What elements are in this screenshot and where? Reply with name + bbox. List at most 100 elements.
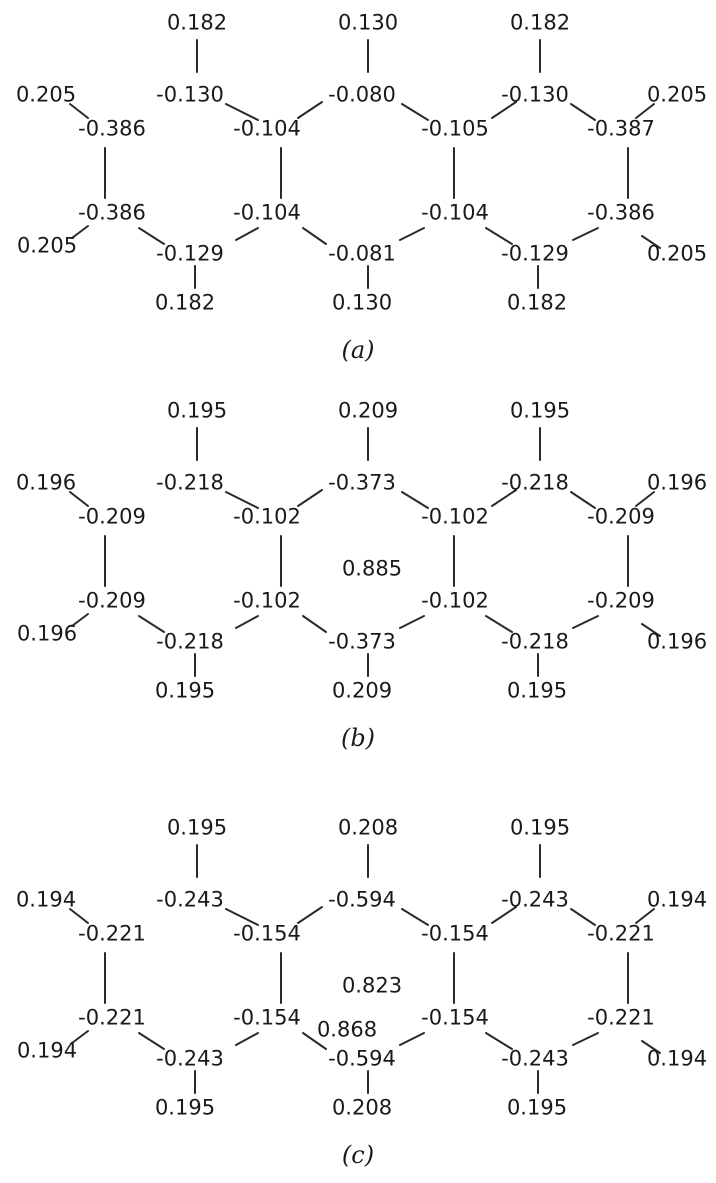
bond-line <box>635 491 655 507</box>
hydrogen-charge-label: 0.196 <box>16 621 78 646</box>
center-value-label: 0.868 <box>316 1017 378 1042</box>
bond-line <box>235 227 259 241</box>
carbon-charge-label: -0.243 <box>501 887 569 912</box>
bond-line <box>401 491 429 509</box>
carbon-charge-label: -0.154 <box>421 921 489 946</box>
center-value-label: 0.885 <box>341 556 403 581</box>
bond-line <box>399 1032 425 1046</box>
hydrogen-charge-label: 0.182 <box>506 290 568 315</box>
hydrogen-charge-label: 0.208 <box>331 1095 393 1120</box>
bond-line <box>485 227 513 245</box>
carbon-charge-label: -0.243 <box>156 887 224 912</box>
carbon-charge-label: -0.129 <box>156 241 224 266</box>
hydrogen-charge-label: 0.209 <box>331 678 393 703</box>
hydrogen-charge-label: 0.209 <box>337 398 399 423</box>
carbon-charge-label: -0.130 <box>501 82 569 107</box>
hydrogen-charge-label: 0.205 <box>16 233 78 258</box>
bond-line <box>297 489 323 507</box>
panel-caption: (a) <box>341 336 375 364</box>
carbon-charge-label: -0.386 <box>587 200 655 225</box>
carbon-charge-label: -0.102 <box>233 504 301 529</box>
hydrogen-charge-label: 0.196 <box>646 470 708 495</box>
hydrogen-charge-label: 0.194 <box>16 1038 78 1063</box>
bond-line <box>641 623 661 637</box>
carbon-charge-label: -0.154 <box>233 921 301 946</box>
carbon-charge-label: -0.102 <box>421 588 489 613</box>
hydrogen-charge-label: 0.194 <box>646 887 708 912</box>
panel-caption: (b) <box>340 724 376 752</box>
carbon-charge-label: -0.218 <box>156 629 224 654</box>
hydrogen-charge-label: 0.195 <box>509 398 571 423</box>
hydrogen-charge-label: 0.195 <box>166 815 228 840</box>
bond-line <box>570 908 596 926</box>
hydrogen-charge-label: 0.205 <box>15 82 77 107</box>
carbon-charge-label: -0.594 <box>328 1046 396 1071</box>
hydrogen-charge-label: 0.182 <box>166 10 228 35</box>
hydrogen-charge-label: 0.195 <box>509 815 571 840</box>
bond-line <box>572 1032 599 1046</box>
carbon-charge-label: -0.130 <box>156 82 224 107</box>
hydrogen-charge-label: 0.196 <box>646 629 708 654</box>
bond-line <box>138 615 165 633</box>
carbon-charge-label: -0.154 <box>233 1005 301 1030</box>
carbon-charge-label: -0.594 <box>328 887 396 912</box>
hydrogen-charge-label: 0.196 <box>15 470 77 495</box>
bond-line <box>570 103 596 121</box>
bond-line <box>570 491 596 509</box>
carbon-charge-label: -0.209 <box>587 504 655 529</box>
bond-line <box>572 615 599 629</box>
bond-line <box>302 1032 327 1050</box>
bond-line <box>399 615 425 629</box>
bond-line <box>641 1040 661 1054</box>
bond-line <box>491 489 517 507</box>
bond-line <box>635 908 655 924</box>
carbon-charge-label: -0.104 <box>421 200 489 225</box>
carbon-charge-label: -0.373 <box>328 629 396 654</box>
carbon-charge-label: -0.221 <box>587 1005 655 1030</box>
hydrogen-charge-label: 0.195 <box>506 678 568 703</box>
hydrogen-charge-label: 0.208 <box>337 815 399 840</box>
carbon-charge-label: -0.104 <box>233 200 301 225</box>
bond-line <box>491 101 517 119</box>
hydrogen-charge-label: 0.195 <box>166 398 228 423</box>
carbon-charge-label: -0.154 <box>421 1005 489 1030</box>
bond-line <box>235 615 259 629</box>
hydrogen-charge-label: 0.194 <box>646 1046 708 1071</box>
hydrogen-charge-label: 0.195 <box>154 678 216 703</box>
hydrogen-charge-label: 0.130 <box>331 290 393 315</box>
bond-line <box>399 227 425 241</box>
hydrogen-charge-label: 0.182 <box>154 290 216 315</box>
bond-line <box>485 615 513 633</box>
carbon-charge-label: -0.221 <box>78 1005 146 1030</box>
bond-line <box>572 227 599 241</box>
carbon-charge-label: -0.243 <box>156 1046 224 1071</box>
bond-line <box>491 906 517 924</box>
hydrogen-charge-label: 0.182 <box>509 10 571 35</box>
bond-line <box>401 908 429 926</box>
bond-line <box>138 1032 165 1050</box>
bond-line <box>225 103 259 121</box>
bond-line <box>225 491 259 509</box>
carbon-charge-label: -0.081 <box>328 241 396 266</box>
hydrogen-charge-label: 0.195 <box>154 1095 216 1120</box>
bond-line <box>71 613 89 627</box>
carbon-charge-label: -0.386 <box>78 200 146 225</box>
bond-line <box>641 235 661 249</box>
carbon-charge-label: -0.218 <box>156 470 224 495</box>
bond-line <box>635 103 655 119</box>
carbon-charge-label: -0.080 <box>328 82 396 107</box>
bond-line <box>302 227 327 245</box>
carbon-charge-label: -0.243 <box>501 1046 569 1071</box>
bond-line <box>71 1030 89 1044</box>
bond-line <box>401 103 429 121</box>
bond-line <box>69 908 89 924</box>
carbon-charge-label: -0.209 <box>587 588 655 613</box>
bond-line <box>485 1032 513 1050</box>
hydrogen-charge-label: 0.205 <box>646 82 708 107</box>
bond-line <box>69 103 89 119</box>
carbon-charge-label: -0.386 <box>78 116 146 141</box>
hydrogen-charge-label: 0.205 <box>646 241 708 266</box>
bond-line <box>297 906 323 924</box>
